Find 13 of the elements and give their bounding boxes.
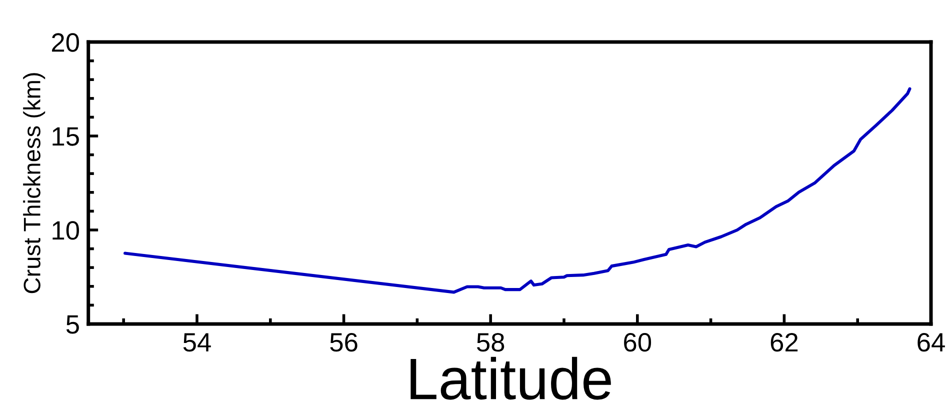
y-axis-title: Crust Thickness (km) xyxy=(23,73,46,294)
x-tick-label: 64 xyxy=(918,332,945,352)
y-tick-label: 20 xyxy=(52,33,79,52)
y-tick-label: 5 xyxy=(66,315,79,334)
x-axis-title: Latitude xyxy=(410,356,611,400)
x-tick-label: 56 xyxy=(330,332,358,352)
line-series xyxy=(124,87,912,294)
x-tick-label: 60 xyxy=(624,332,652,352)
x-tick-label: 58 xyxy=(476,332,504,352)
x-tick-label: 62 xyxy=(770,332,798,352)
y-tick-label: 10 xyxy=(52,221,79,240)
x-tick-label: 54 xyxy=(183,333,211,352)
y-tick-label: 15 xyxy=(52,127,79,146)
